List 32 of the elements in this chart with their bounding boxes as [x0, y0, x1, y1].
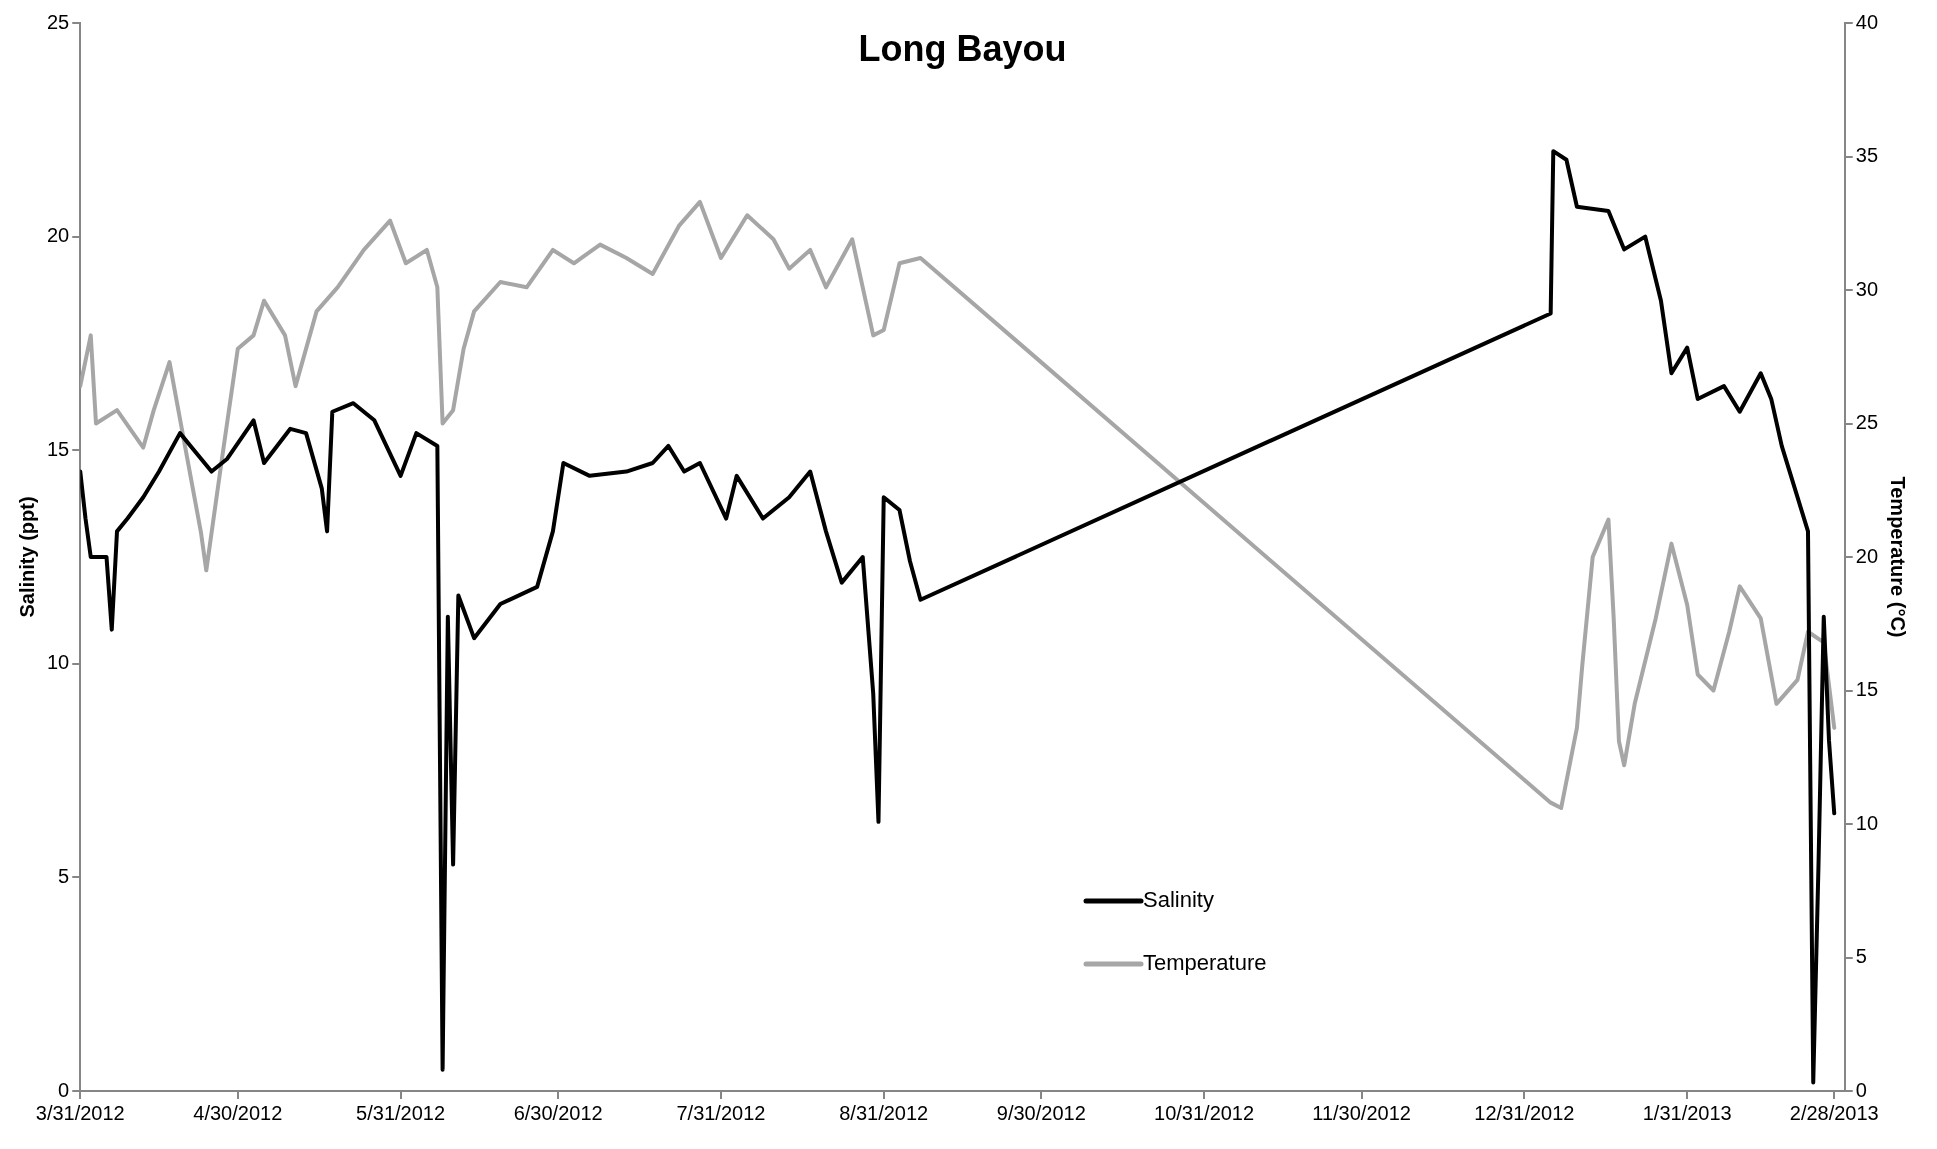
y2-tick-label: 25: [1855, 411, 1878, 434]
y-tick-label: 15: [47, 437, 70, 460]
y2-tick-label: 40: [1855, 10, 1878, 33]
y-tick-label: 25: [47, 10, 70, 33]
x-tick-label: 11/30/2012: [1312, 1101, 1411, 1124]
y2-tick-label: 5: [1855, 945, 1867, 968]
y-tick-label: 10: [47, 651, 70, 674]
y-axis-title: Salinity (ppt): [15, 496, 38, 618]
chart-title: Long Bayou: [858, 28, 1067, 70]
legend-label: Salinity: [1143, 887, 1214, 913]
x-tick-label: 2/28/2013: [1789, 1101, 1879, 1124]
y2-tick-label: 35: [1855, 144, 1878, 167]
x-tick-label: 4/30/2012: [193, 1101, 283, 1124]
x-tick-label: 9/30/2012: [996, 1101, 1086, 1124]
y2-tick-label: 30: [1855, 277, 1878, 300]
y-tick-label: 20: [47, 224, 70, 247]
x-tick-label: 8/31/2012: [839, 1101, 929, 1124]
legend-label: Temperature: [1143, 950, 1267, 976]
x-tick-label: 6/30/2012: [513, 1101, 603, 1124]
x-tick-label: 5/31/2012: [356, 1101, 446, 1124]
x-tick-label: 1/31/2013: [1642, 1101, 1732, 1124]
x-tick-label: 7/31/2012: [676, 1101, 766, 1124]
x-tick-label: 3/31/2012: [35, 1101, 125, 1124]
y-tick-label: 5: [58, 864, 70, 887]
y2-tick-label: 0: [1855, 1078, 1867, 1101]
y2-tick-label: 20: [1855, 544, 1878, 567]
y2-axis-title: Temperature (°C): [1887, 476, 1910, 638]
y-tick-label: 0: [58, 1078, 70, 1101]
x-tick-label: 10/31/2012: [1154, 1101, 1255, 1124]
y2-tick-label: 10: [1855, 811, 1878, 834]
y2-tick-label: 15: [1855, 678, 1878, 701]
x-tick-label: 12/31/2012: [1474, 1101, 1575, 1124]
